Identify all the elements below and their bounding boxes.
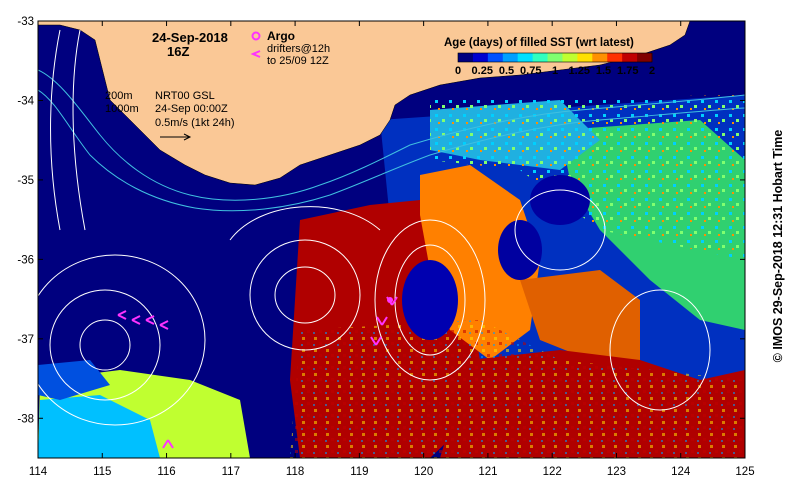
colorbar-swatch [622, 53, 638, 62]
product-time-label: 24-Sep 00:00Z [155, 103, 228, 115]
lat-tick-label: -35 [17, 175, 34, 187]
eddy-core-1 [402, 260, 458, 340]
lon-tick-label: 123 [607, 466, 626, 478]
argo-legend-label: Argo [267, 29, 295, 43]
colorbar-swatch [562, 53, 578, 62]
drifter-legend-label: drifters@12h [267, 43, 330, 55]
plot-frame [37, 20, 746, 459]
imos-credit: © IMOS 29-Sep-2018 12:31 Hobart Time [771, 129, 785, 363]
lon-tick-label: 119 [350, 466, 368, 478]
sst-region-northeast-mix [430, 95, 745, 260]
longitude-axis: 114 115 116 117 118 119 120 121 122 123 124 125 [29, 21, 755, 478]
colorbar-title: Age (days) of filled SST (wrt latest) [444, 37, 634, 49]
map-date: 24-Sep-2018 [152, 30, 228, 45]
sst-region-southwest-cyan [38, 395, 160, 458]
bathymetry-1000m [38, 89, 745, 212]
colorbar-swatch [592, 53, 608, 62]
product-label: NRT00 GSL [155, 90, 215, 102]
eddy-core-3 [530, 175, 590, 225]
drifter-legend-icon [250, 50, 261, 58]
lon-tick-label: 124 [671, 466, 691, 478]
colorbar-swatch [487, 53, 504, 62]
lat-tick-label: -38 [17, 413, 34, 425]
latitude-axis: -33 -34 -35 -36 -37 -38 [17, 16, 745, 425]
ssh-contours [38, 29, 711, 426]
colorbar-swatch [502, 53, 519, 62]
argo-float-marker [387, 297, 393, 303]
colorbar-swatch [532, 53, 549, 62]
colorbar-swatch [547, 53, 563, 62]
sst-region-orange-east [520, 270, 640, 360]
eddy-core-2 [498, 220, 542, 280]
velocity-scale-label: 0.5m/s (1kt 24h) [155, 117, 234, 129]
colorbar-tick-labels: 0 0.25 0.5 0.75 1 1.25 1.5 1.75 2 [455, 65, 655, 77]
lon-tick-label: 114 [29, 466, 48, 478]
colorbar-swatch [458, 53, 474, 62]
colorbar-tick-label: 0 [455, 65, 461, 77]
colorbar-tick-label: 2 [649, 65, 655, 77]
lon-tick-label: 121 [478, 466, 497, 478]
colorbar-swatch [637, 53, 653, 62]
lat-tick-label: -34 [17, 95, 34, 107]
colorbar-tick-label: 1.5 [596, 65, 611, 77]
colorbar-tick-label: 0.5 [499, 65, 514, 77]
colorbar-tick-label: 1 [552, 65, 558, 77]
lon-tick-label: 122 [543, 466, 562, 478]
bathymetry-200m [38, 69, 745, 201]
colorbar-swatch [607, 53, 623, 62]
colorbar-tick-label: 1.25 [569, 65, 590, 77]
colorbar-swatch [472, 53, 489, 62]
colorbar-tick-label: 0.75 [520, 65, 541, 77]
lon-tick-label: 116 [157, 466, 175, 478]
colorbar-swatch [517, 53, 534, 62]
colorbar-strip [457, 52, 653, 63]
sst-region-southeast-mix [290, 320, 745, 458]
lat-tick-label: -36 [17, 254, 34, 266]
lon-tick-label: 120 [414, 466, 433, 478]
drifter-legend-range: to 25/09 12Z [267, 55, 329, 67]
velocity-scale-arrow [160, 133, 192, 141]
bathymetry-label-200m: 200m [105, 90, 133, 102]
bathymetry-label-1000m: 1000m [105, 103, 139, 115]
lon-tick-label: 117 [222, 466, 240, 478]
lon-tick-label: 118 [286, 466, 304, 478]
map-time: 16Z [167, 44, 189, 59]
lat-tick-label: -37 [17, 334, 34, 346]
lat-tick-label: -33 [17, 16, 34, 28]
lon-tick-label: 125 [735, 466, 754, 478]
map-plot-area: 24-Sep-2018 16Z Argo drifters@12h to 25/… [38, 21, 745, 458]
colorbar-outline [457, 52, 653, 63]
colorbar-swatch [577, 53, 593, 62]
lon-tick-label: 115 [93, 466, 111, 478]
colorbar-tick-label: 1.75 [617, 65, 638, 77]
colorbar-tick-label: 0.25 [472, 65, 493, 77]
argo-legend-icon [251, 31, 261, 41]
